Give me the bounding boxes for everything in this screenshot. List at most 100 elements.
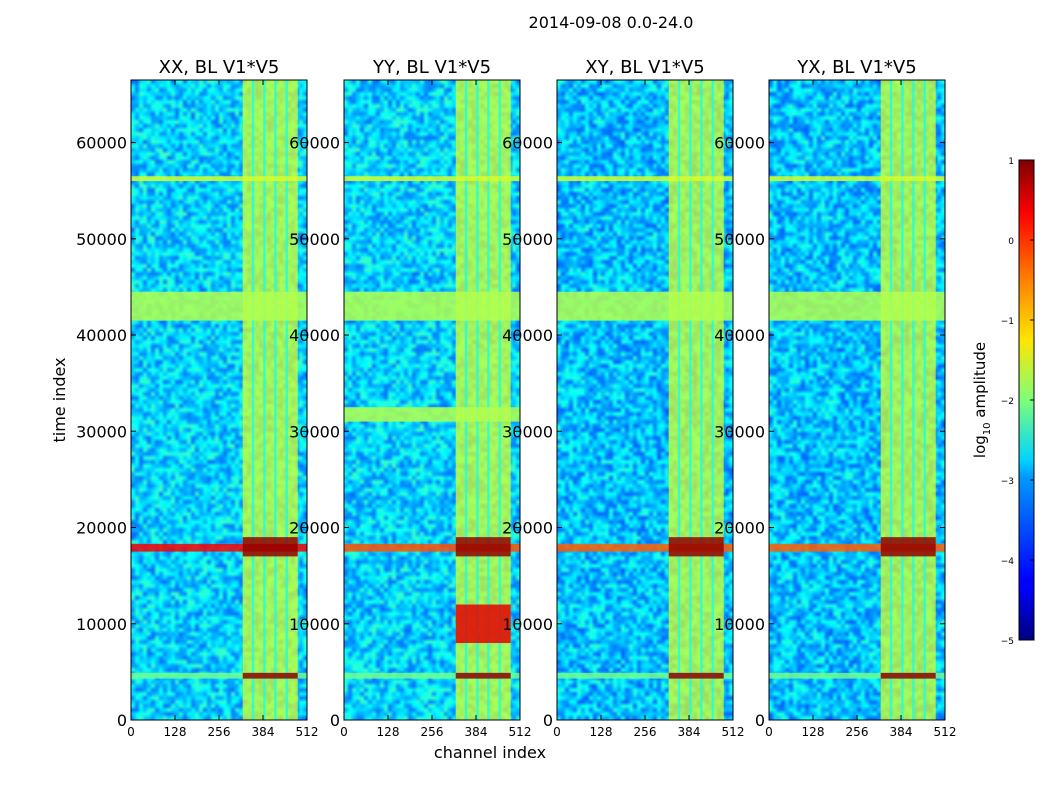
rfi-time-band xyxy=(344,291,520,321)
rfi-time-band xyxy=(131,176,307,182)
colorbar-label-rest: amplitude xyxy=(971,342,989,423)
y-tick-label: 50000 xyxy=(289,230,340,249)
channel-gap xyxy=(912,80,915,720)
y-tick-label: 10000 xyxy=(76,615,127,634)
x-tick-label: 128 xyxy=(377,725,400,739)
rfi-time-band xyxy=(131,291,307,321)
panel-1: YY, BL V1*V5 0 10000 20000 30000 40000 50000 60… xyxy=(289,57,531,739)
colorbar-label-main: log xyxy=(971,435,989,458)
y-tick-label: 40000 xyxy=(289,326,340,345)
y-tick-label: 40000 xyxy=(714,326,765,345)
y-tick-label: 50000 xyxy=(714,230,765,249)
y-tick-label: 0 xyxy=(543,711,553,730)
panel-title: YX, BL V1*V5 xyxy=(796,57,916,78)
rfi-time-band xyxy=(769,176,945,182)
panel-title: XX, BL V1*V5 xyxy=(159,57,280,78)
y-axis-label: time index xyxy=(50,357,69,442)
panel-3: YX, BL V1*V5 0 10000 20000 30000 40000 50000 60… xyxy=(714,57,956,739)
x-tick-label: 128 xyxy=(802,725,825,739)
colorbar-tick-label: −1 xyxy=(1001,317,1014,327)
rfi-time-band xyxy=(242,537,298,557)
y-tick-label: 20000 xyxy=(714,519,765,538)
colorbar-label: log10 amplitude xyxy=(971,342,993,458)
panel-2: XY, BL V1*V5 0 10000 20000 30000 40000 50000 60… xyxy=(502,57,744,739)
colorbar-tick-label: −5 xyxy=(1001,637,1014,647)
rfi-time-band xyxy=(668,537,724,557)
y-tick-label: 60000 xyxy=(502,134,553,153)
rfi-time-band xyxy=(769,672,945,679)
colorbar-label-sub: 10 xyxy=(982,422,993,435)
rfi-time-band xyxy=(344,407,520,422)
channel-gap xyxy=(677,80,681,720)
channel-gap xyxy=(476,80,479,720)
y-tick-label: 60000 xyxy=(714,134,765,153)
rfi-time-band xyxy=(557,543,733,552)
rfi-time-band xyxy=(131,672,307,679)
y-tick-label: 50000 xyxy=(502,230,553,249)
figure-suptitle: 2014-09-08 0.0-24.0 xyxy=(529,13,694,32)
x-tick-label: 0 xyxy=(553,725,561,739)
channel-gap xyxy=(700,80,703,720)
rfi-time-band xyxy=(880,672,936,679)
rfi-channel-band xyxy=(880,80,936,720)
panel-title: YY, BL V1*V5 xyxy=(372,57,491,78)
x-tick-label: 256 xyxy=(634,725,657,739)
channel-gap xyxy=(464,80,468,720)
y-tick-label: 50000 xyxy=(76,230,127,249)
y-tick-label: 0 xyxy=(117,711,127,730)
x-tick-label: 384 xyxy=(678,725,701,739)
rfi-time-band xyxy=(557,672,733,679)
channel-gap xyxy=(901,80,904,720)
rfi-time-band xyxy=(668,672,724,679)
y-tick-label: 0 xyxy=(755,711,765,730)
rfi-time-band xyxy=(557,291,733,321)
channel-gap xyxy=(251,80,255,720)
y-tick-label: 40000 xyxy=(502,326,553,345)
colorbar-tick-label: −2 xyxy=(1001,397,1014,407)
y-tick-label: 10000 xyxy=(502,615,553,634)
rfi-time-band xyxy=(242,672,298,679)
y-tick-label: 20000 xyxy=(289,519,340,538)
channel-gap xyxy=(711,80,714,720)
y-tick-label: 20000 xyxy=(502,519,553,538)
rfi-time-band xyxy=(455,604,511,644)
rfi-time-band xyxy=(344,672,520,679)
x-tick-label: 384 xyxy=(890,725,913,739)
channel-gap xyxy=(263,80,266,720)
rfi-time-band xyxy=(769,543,945,552)
y-tick-label: 40000 xyxy=(76,326,127,345)
rfi-time-band xyxy=(455,672,511,679)
channel-gap xyxy=(498,80,501,720)
x-tick-label: 256 xyxy=(846,725,869,739)
heatmap-panels: XX, BL V1*V5 0 10000 20000 30000 40000 50000 60… xyxy=(76,57,956,739)
y-tick-label: 30000 xyxy=(714,422,765,441)
rfi-time-band xyxy=(769,291,945,321)
x-axis-label: channel index xyxy=(434,743,546,762)
colorbar-tick-label: 0 xyxy=(1008,237,1014,247)
x-tick-label: 128 xyxy=(164,725,187,739)
colorbar: 10−1−2−3−4−5 log10 amplitude xyxy=(971,157,1035,647)
colorbar-ticks: 1 0 −1 −2 −3 −4 −5 xyxy=(1001,157,1034,647)
x-tick-label: 384 xyxy=(465,725,488,739)
y-tick-label: 20000 xyxy=(76,519,127,538)
x-tick-label: 0 xyxy=(340,725,348,739)
x-tick-label: 512 xyxy=(509,725,532,739)
channel-gap xyxy=(285,80,288,720)
x-tick-label: 0 xyxy=(127,725,135,739)
rfi-time-band xyxy=(880,537,936,557)
rfi-time-band xyxy=(344,543,520,552)
y-tick-label: 10000 xyxy=(289,615,340,634)
rfi-time-band xyxy=(344,176,520,182)
channel-gap xyxy=(274,80,277,720)
y-tick-label: 30000 xyxy=(289,422,340,441)
panel-0: XX, BL V1*V5 0 10000 20000 30000 40000 50000 60… xyxy=(76,57,318,739)
x-tick-label: 512 xyxy=(296,725,319,739)
x-tick-label: 512 xyxy=(934,725,957,739)
x-tick-label: 384 xyxy=(252,725,275,739)
x-tick-label: 512 xyxy=(722,725,745,739)
x-tick-label: 128 xyxy=(590,725,613,739)
channel-gap xyxy=(889,80,893,720)
channel-gap xyxy=(487,80,490,720)
channel-gap xyxy=(923,80,926,720)
